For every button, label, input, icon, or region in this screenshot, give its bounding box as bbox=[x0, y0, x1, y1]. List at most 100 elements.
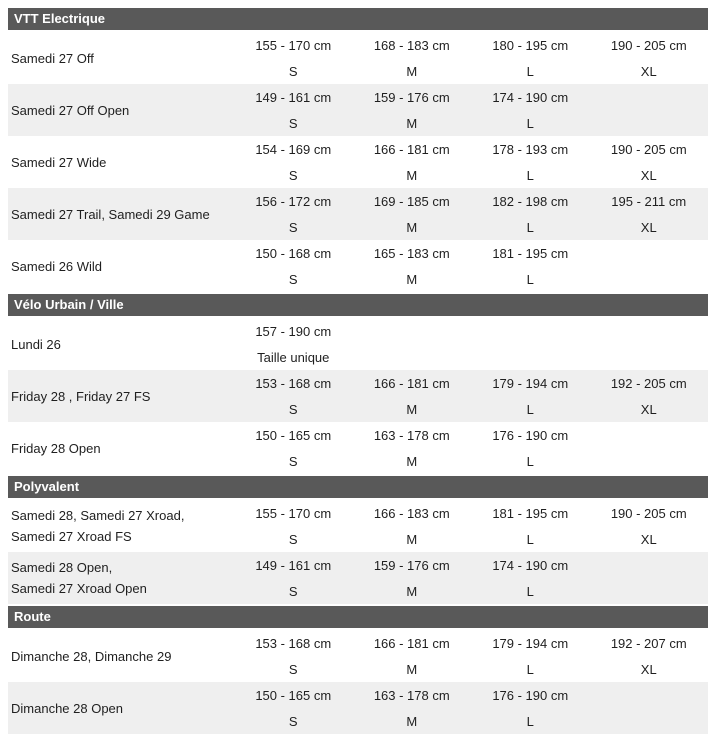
size-cell: 182 - 198 cm L bbox=[471, 188, 590, 240]
size-label: M bbox=[406, 401, 418, 417]
table-row: Samedi 27 Trail, Samedi 29 Game 156 - 172… bbox=[8, 188, 708, 240]
height-range: 163 - 178 cm bbox=[373, 687, 450, 703]
size-cell: 190 - 205 cm XL bbox=[590, 32, 709, 84]
size-label: S bbox=[288, 219, 298, 235]
size-cell: 195 - 211 cm XL bbox=[590, 188, 709, 240]
size-label: M bbox=[406, 219, 418, 235]
model-name-cell: Samedi 28 Open, Samedi 27 Xroad Open bbox=[8, 557, 234, 599]
model-name: Friday 28 Open bbox=[11, 440, 101, 456]
size-cell: 157 - 190 cm Taille unique bbox=[234, 318, 353, 370]
size-cell: 150 - 168 cm S bbox=[234, 240, 353, 292]
size-cell bbox=[471, 318, 590, 370]
height-range: 181 - 195 cm bbox=[492, 245, 569, 261]
size-label: Taille unique bbox=[257, 349, 330, 365]
model-name: Samedi 27 Wide bbox=[11, 154, 107, 170]
section-title: Route bbox=[14, 609, 51, 624]
model-name-cell: Samedi 27 Trail, Samedi 29 Game bbox=[8, 204, 234, 225]
model-name: Samedi 28, Samedi 27 Xroad, bbox=[11, 508, 185, 523]
size-cell: 150 - 165 cm S bbox=[234, 422, 353, 474]
model-name-cell: Friday 28 , Friday 27 FS bbox=[8, 386, 234, 407]
size-cell bbox=[590, 318, 709, 370]
section-header: Polyvalent bbox=[8, 476, 708, 498]
size-cell: 180 - 195 cm L bbox=[471, 32, 590, 84]
size-cell: 150 - 165 cm S bbox=[234, 682, 353, 734]
size-cell bbox=[590, 84, 709, 136]
size-label: M bbox=[406, 453, 418, 469]
size-label: L bbox=[526, 531, 534, 547]
size-label bbox=[471, 344, 590, 370]
size-label: S bbox=[288, 401, 298, 417]
section-title: VTT Electrique bbox=[14, 11, 106, 26]
size-label: XL bbox=[640, 63, 657, 79]
size-cell: 149 - 161 cm S bbox=[234, 84, 353, 136]
size-label: L bbox=[526, 167, 534, 183]
table-row: Samedi 27 Off Open 149 - 161 cm S 159 - 176… bbox=[8, 84, 708, 136]
size-cell bbox=[590, 240, 709, 292]
model-name-cell: Samedi 27 Off bbox=[8, 48, 234, 69]
table-row: Samedi 26 Wild 150 - 168 cm S 165 - 183 cm M… bbox=[8, 240, 708, 292]
size-cell: 155 - 170 cm S bbox=[234, 500, 353, 552]
size-cell: 192 - 205 cm XL bbox=[590, 370, 709, 422]
size-label: L bbox=[526, 661, 534, 677]
size-label: M bbox=[406, 271, 418, 287]
height-range: 166 - 183 cm bbox=[373, 505, 450, 521]
size-cell: 166 - 181 cm M bbox=[353, 630, 472, 682]
height-range: 166 - 181 cm bbox=[373, 141, 450, 157]
height-range: 149 - 161 cm bbox=[255, 557, 332, 573]
model-name: Samedi 27 Off bbox=[11, 50, 94, 66]
size-label: S bbox=[288, 63, 298, 79]
table-row: Lundi 26 157 - 190 cm Taille unique bbox=[8, 318, 708, 370]
size-label: S bbox=[288, 167, 298, 183]
height-range: 150 - 165 cm bbox=[255, 687, 332, 703]
size-label: M bbox=[406, 531, 418, 547]
section-title: Vélo Urbain / Ville bbox=[14, 297, 124, 312]
height-range: 176 - 190 cm bbox=[492, 687, 569, 703]
size-cell: 178 - 193 cm L bbox=[471, 136, 590, 188]
size-cell: 169 - 185 cm M bbox=[353, 188, 472, 240]
height-range bbox=[353, 318, 472, 344]
size-label: L bbox=[526, 115, 534, 131]
size-cell: 153 - 168 cm S bbox=[234, 630, 353, 682]
size-cell: 163 - 178 cm M bbox=[353, 682, 472, 734]
table-row: Dimanche 28 Open 150 - 165 cm S 163 - 178 c… bbox=[8, 682, 708, 734]
height-range: 163 - 178 cm bbox=[373, 427, 450, 443]
table-row: Friday 28 Open 150 - 165 cm S 163 - 178 cm M… bbox=[8, 422, 708, 474]
height-range: 155 - 170 cm bbox=[255, 37, 332, 53]
height-range: 168 - 183 cm bbox=[373, 37, 450, 53]
model-name: Friday 28 , Friday 27 FS bbox=[11, 388, 151, 404]
size-label: XL bbox=[640, 531, 657, 547]
size-cell: 165 - 183 cm M bbox=[353, 240, 472, 292]
size-label: XL bbox=[640, 401, 657, 417]
table-row: Samedi 28, Samedi 27 Xroad, Samedi 27 Xro… bbox=[8, 500, 708, 552]
height-range: 195 - 211 cm bbox=[611, 193, 687, 209]
model-name-cell: Samedi 27 Wide bbox=[8, 152, 234, 173]
size-cell: 166 - 181 cm M bbox=[353, 136, 472, 188]
model-name: Samedi 27 Xroad FS bbox=[11, 529, 132, 544]
table-row: Samedi 27 Off 155 - 170 cm S 168 - 183 cm M 1… bbox=[8, 32, 708, 84]
size-cell: 181 - 195 cm L bbox=[471, 240, 590, 292]
model-name-cell: Dimanche 28 Open bbox=[8, 698, 234, 719]
size-label: L bbox=[526, 583, 534, 599]
height-range bbox=[590, 318, 709, 344]
size-label: M bbox=[406, 115, 418, 131]
height-range bbox=[590, 84, 709, 110]
size-label: M bbox=[406, 63, 418, 79]
model-name-cell: Lundi 26 bbox=[8, 334, 234, 355]
model-name-cell: Friday 28 Open bbox=[8, 438, 234, 459]
size-label bbox=[353, 344, 472, 370]
model-name-cell: Samedi 26 Wild bbox=[8, 256, 234, 277]
size-cell: 153 - 168 cm S bbox=[234, 370, 353, 422]
model-name-cell: Samedi 27 Off Open bbox=[8, 100, 234, 121]
size-label: M bbox=[406, 583, 418, 599]
height-range: 159 - 176 cm bbox=[373, 89, 450, 105]
size-label bbox=[590, 708, 709, 734]
model-name: Samedi 27 Xroad Open bbox=[11, 581, 147, 596]
height-range bbox=[590, 552, 709, 578]
size-cell: 190 - 205 cm XL bbox=[590, 500, 709, 552]
size-label: L bbox=[526, 271, 534, 287]
height-range: 150 - 168 cm bbox=[255, 245, 332, 261]
size-label: XL bbox=[640, 219, 657, 235]
height-range: 192 - 205 cm bbox=[610, 375, 687, 391]
size-cell: 155 - 170 cm S bbox=[234, 32, 353, 84]
size-label: M bbox=[406, 713, 418, 729]
